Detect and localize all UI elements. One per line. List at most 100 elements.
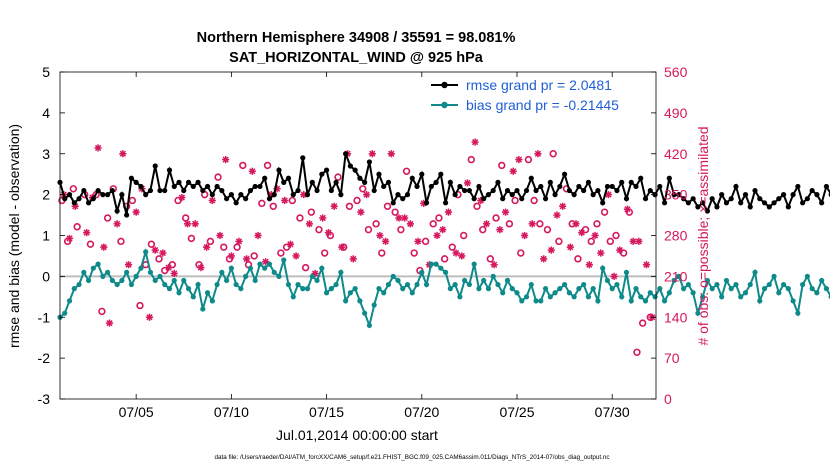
obs-assimilated-point xyxy=(521,231,529,240)
obs-assimilated-point xyxy=(635,237,643,245)
y2-tick-label: 420 xyxy=(664,146,688,162)
rmse-point xyxy=(761,200,768,206)
obs-possible-point xyxy=(206,237,215,246)
obs-assimilated-point xyxy=(444,208,453,216)
rmse-point xyxy=(557,183,563,190)
x-axis: 07/05 07/10 07/15 07/20 07/25 07/30 xyxy=(119,72,630,420)
bias-point xyxy=(533,298,539,304)
rmse-point xyxy=(495,179,501,185)
bias-point xyxy=(638,294,644,300)
bias-point xyxy=(109,277,115,284)
bias-point xyxy=(647,290,653,296)
obs-assimilated-point xyxy=(119,150,127,158)
left-y-axis: -3 -2 -1 0 1 2 3 4 5 xyxy=(38,64,65,407)
obs-assimilated-point xyxy=(458,252,466,260)
obs-assimilated-point xyxy=(387,150,395,158)
rmse-point xyxy=(562,171,568,177)
bias-point xyxy=(757,298,763,304)
rmse-point xyxy=(119,192,125,198)
bias-point xyxy=(81,269,87,275)
obs-possible-point xyxy=(593,220,601,228)
rmse-point xyxy=(457,183,463,190)
rmse-point xyxy=(481,196,487,202)
obs-possible-point xyxy=(98,307,106,316)
rmse-point xyxy=(252,183,258,190)
obs-assimilated-point xyxy=(178,193,186,202)
obs-possible-point xyxy=(269,202,277,211)
obs-assimilated-point xyxy=(248,167,256,175)
obs-possible-point xyxy=(612,231,620,240)
y-tick-label: 0 xyxy=(42,268,50,284)
bias-point xyxy=(657,286,663,292)
bias-point xyxy=(409,290,415,296)
bias-point xyxy=(347,290,353,296)
rmse-markers xyxy=(57,151,830,218)
bias-point xyxy=(285,281,292,288)
rmse-point xyxy=(642,196,649,202)
bias-point xyxy=(519,298,525,304)
bias-point xyxy=(466,281,472,288)
bias-point xyxy=(204,290,211,296)
rmse-point xyxy=(204,183,211,190)
rmse-point xyxy=(362,179,368,185)
rmse-point xyxy=(742,192,749,198)
obs-assimilated-point xyxy=(281,196,289,205)
obs-assimilated-point xyxy=(362,191,371,199)
bias-point xyxy=(185,286,192,292)
bias-point xyxy=(652,294,658,300)
bias-point xyxy=(152,277,158,284)
bias-point xyxy=(814,290,820,296)
rmse-point xyxy=(90,196,96,202)
obs-assimilated-point xyxy=(305,220,314,228)
rmse-point xyxy=(166,167,173,173)
bias-point xyxy=(290,294,296,300)
rmse-point xyxy=(800,200,806,206)
rmse-point xyxy=(109,187,115,194)
rmse-point xyxy=(819,200,825,206)
rmse-point xyxy=(238,192,244,198)
obs-possible-point xyxy=(258,199,266,208)
obs-possible-point xyxy=(136,301,144,310)
bias-point xyxy=(514,290,520,296)
rmse-point xyxy=(181,187,187,194)
rmse-point xyxy=(71,200,77,206)
rmse-point xyxy=(152,163,158,169)
obs-assimilated-point xyxy=(183,220,192,228)
obs-possible-point xyxy=(517,249,525,257)
rmse-point xyxy=(404,192,411,198)
rmse-point xyxy=(804,196,810,202)
rmse-point xyxy=(452,192,458,198)
obs-possible-point xyxy=(187,234,196,243)
rmse-point xyxy=(671,192,677,198)
rmse-point xyxy=(224,196,230,202)
bias-point xyxy=(633,286,639,292)
rmse-point xyxy=(738,200,744,206)
obs-assimilated-point xyxy=(509,167,517,175)
obs-possible-point xyxy=(174,196,182,205)
obs-possible-point xyxy=(103,214,112,222)
obs-assimilated-point xyxy=(616,246,624,254)
rmse-point xyxy=(633,183,639,190)
obs-assimilated-point xyxy=(94,144,102,152)
bias-point xyxy=(404,281,411,288)
rmse-point xyxy=(285,175,292,181)
obs-assimilated-point xyxy=(330,202,338,210)
bias-point xyxy=(252,277,258,284)
bias-point xyxy=(795,310,801,316)
obs-possible-point xyxy=(410,249,418,257)
rmse-point xyxy=(447,179,453,185)
rmse-point xyxy=(538,183,544,190)
rmse-point xyxy=(542,196,549,202)
obs-possible-point xyxy=(220,243,228,251)
rmse-point xyxy=(462,187,468,194)
bias-point xyxy=(823,286,830,292)
legend-rmse-label: rmse grand pr = 2.0481 xyxy=(466,77,612,93)
obs-assimilated-point xyxy=(540,255,548,263)
x-tick-label: 07/05 xyxy=(119,404,154,420)
bias-point xyxy=(304,286,311,292)
obs-assimilated-point xyxy=(208,196,216,205)
rmse-point xyxy=(504,187,511,194)
rmse-point xyxy=(352,167,358,173)
obs-assimilated-point xyxy=(254,231,262,240)
bias-point xyxy=(128,281,135,288)
